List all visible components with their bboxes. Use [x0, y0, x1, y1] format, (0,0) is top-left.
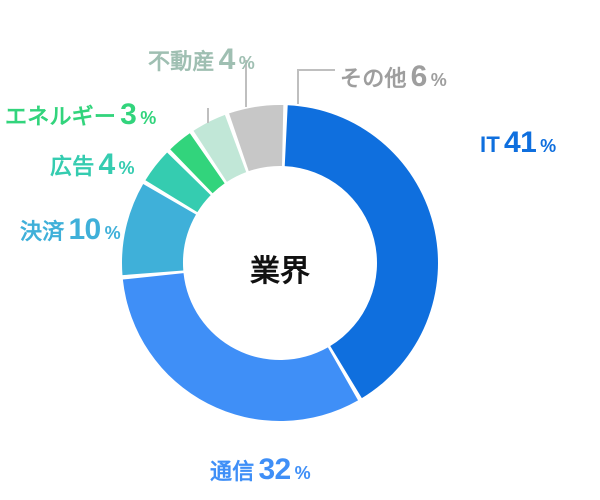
label-value-other: 6 [411, 62, 427, 92]
label-payments: 決済10% [20, 215, 121, 245]
label-value-realestate: 4 [219, 45, 235, 75]
label-name-ads: 広告 [50, 156, 94, 178]
label-unit-realestate: % [239, 54, 255, 72]
leader-other [298, 70, 335, 104]
label-unit-telecom: % [295, 464, 311, 482]
slice-telecom [123, 273, 358, 421]
label-unit-payments: % [105, 224, 121, 242]
label-realestate: 不動産4% [148, 45, 255, 75]
label-value-it: 41 [504, 128, 536, 158]
label-value-ads: 4 [98, 150, 114, 180]
label-unit-energy: % [140, 109, 156, 127]
label-value-telecom: 32 [258, 455, 290, 485]
donut-chart-industry: { "chart": { "type": "donut", "width": 6… [0, 0, 600, 500]
label-name-realestate: 不動産 [148, 51, 215, 73]
label-name-other: その他 [340, 68, 407, 90]
label-it: IT41% [480, 128, 556, 158]
chart-center-title: 業界 [220, 246, 340, 290]
label-telecom: 通信32% [210, 455, 311, 485]
label-name-payments: 決済 [20, 221, 64, 243]
label-value-payments: 10 [68, 215, 100, 245]
label-ads: 広告4% [50, 150, 135, 180]
label-unit-other: % [431, 71, 447, 89]
label-other: その他6% [340, 62, 447, 92]
label-unit-it: % [540, 137, 556, 155]
label-name-energy: エネルギー [5, 106, 116, 128]
label-value-energy: 3 [120, 100, 136, 130]
label-unit-ads: % [119, 159, 135, 177]
label-name-it: IT [480, 134, 500, 156]
label-energy: エネルギー3% [5, 100, 156, 130]
label-name-telecom: 通信 [210, 461, 254, 483]
